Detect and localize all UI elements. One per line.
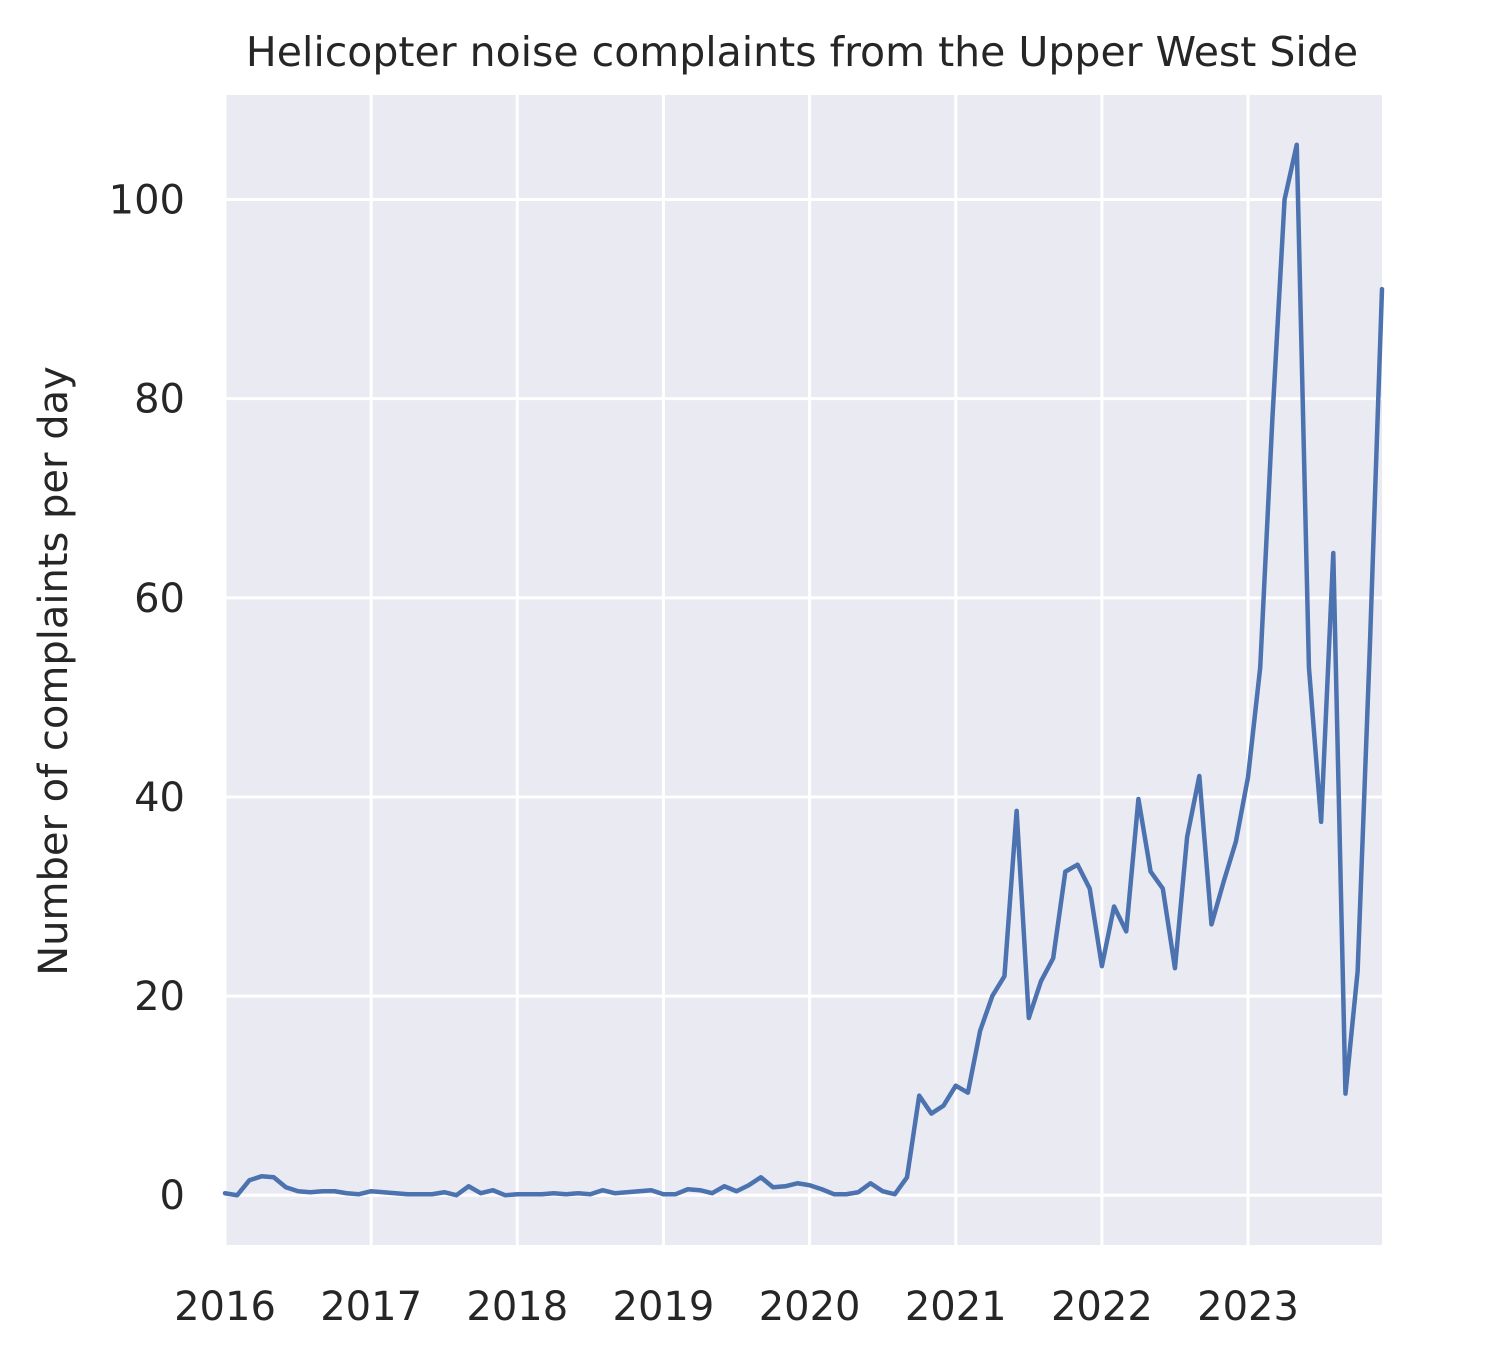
y-tick-label: 40 xyxy=(134,775,185,821)
series-line-1 xyxy=(222,142,1385,1198)
x-tick-label: 2021 xyxy=(905,1284,1007,1330)
x-tick-label: 2020 xyxy=(759,1284,861,1330)
chart-title: Helicopter noise complaints from the Upp… xyxy=(246,28,1358,76)
y-tick-labels: 0 20 40 60 80 100 xyxy=(109,178,185,1220)
x-tick-label: 2022 xyxy=(1051,1284,1153,1330)
x-tick-label: 2018 xyxy=(466,1284,568,1330)
y-tick-label: 60 xyxy=(134,576,185,622)
series-group xyxy=(222,142,1385,1198)
x-tick-label: 2017 xyxy=(320,1284,422,1330)
x-gridlines xyxy=(223,95,1250,1245)
y-tick-label: 0 xyxy=(160,1173,185,1219)
x-tick-label: 2023 xyxy=(1197,1284,1299,1330)
y-gridlines xyxy=(225,198,1382,1197)
y-axis-title: Number of complaints per day xyxy=(31,366,77,976)
x-tick-label: 2019 xyxy=(613,1284,715,1330)
y-tick-label: 20 xyxy=(134,974,185,1020)
y-tick-label: 80 xyxy=(134,377,185,423)
y-tick-label: 100 xyxy=(109,178,185,224)
x-tick-labels: 2016 2017 2018 2019 2020 2021 2022 2023 xyxy=(174,1284,1299,1330)
plot-area xyxy=(225,95,1382,1245)
x-tick-label: 2016 xyxy=(174,1284,276,1330)
